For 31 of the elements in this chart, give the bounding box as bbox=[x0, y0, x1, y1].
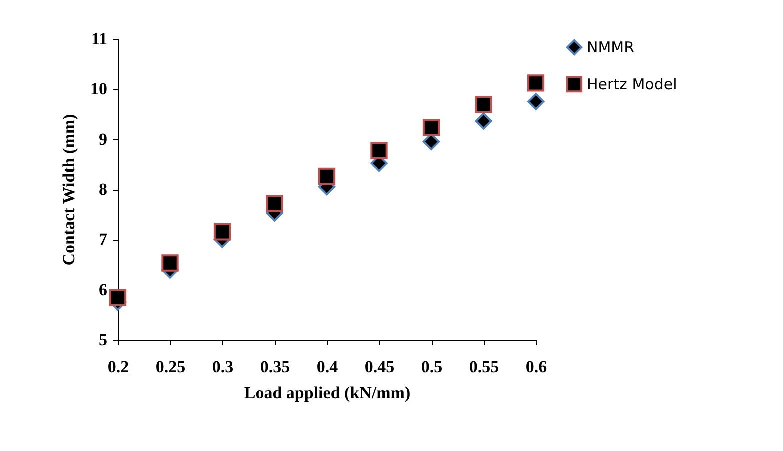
point bbox=[109, 289, 127, 306]
point bbox=[266, 194, 284, 212]
point bbox=[370, 142, 388, 160]
x-axis-title: Load applied (kN/mm) bbox=[244, 384, 411, 402]
y-tick-label: 7 bbox=[99, 230, 108, 250]
y-tick-label: 11 bbox=[91, 30, 108, 48]
point bbox=[214, 224, 232, 241]
x-tick-label: 0.25 bbox=[156, 358, 186, 376]
legend-label: Hertz Model bbox=[587, 76, 678, 94]
x-tick-label: 0.6 bbox=[526, 358, 548, 376]
x-tick-label: 0.2 bbox=[108, 358, 130, 376]
x-tick-label: 0.3 bbox=[212, 358, 234, 376]
x-tick-label: 0.45 bbox=[364, 358, 395, 376]
point bbox=[527, 74, 545, 92]
x-tick-label: 0.5 bbox=[421, 358, 443, 376]
point bbox=[527, 93, 545, 110]
y-axis-title: Contact Width (mm) bbox=[60, 114, 78, 266]
point bbox=[422, 119, 440, 136]
y-tick-label: 6 bbox=[99, 280, 108, 300]
y-tick-label: 9 bbox=[99, 130, 108, 149]
x-tick-label: 0.35 bbox=[260, 358, 290, 376]
point bbox=[162, 254, 179, 272]
y-tick-label: 10 bbox=[90, 80, 108, 99]
y-tick-label: 8 bbox=[99, 180, 108, 199]
y-tick-label: 5 bbox=[99, 330, 108, 350]
point bbox=[475, 112, 492, 130]
x-tick-label: 0.55 bbox=[469, 358, 500, 376]
point bbox=[318, 168, 336, 186]
x-tick-label: 0.4 bbox=[316, 358, 339, 376]
legend-label: NMMR bbox=[587, 38, 635, 56]
point bbox=[475, 96, 492, 114]
